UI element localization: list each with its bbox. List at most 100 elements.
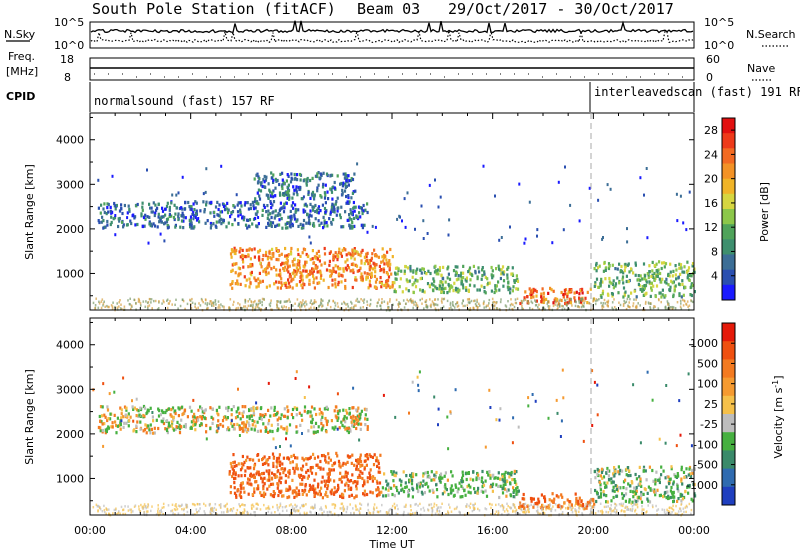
heatmap-cell bbox=[398, 302, 401, 305]
heatmap-cell bbox=[152, 419, 155, 423]
heatmap-cell bbox=[670, 485, 673, 490]
heatmap-cell bbox=[455, 278, 458, 282]
heatmap-cell bbox=[416, 489, 420, 494]
heatmap-cell bbox=[393, 502, 396, 506]
heatmap-cell bbox=[188, 405, 192, 409]
heatmap-cell bbox=[614, 267, 617, 271]
heatmap-cell bbox=[360, 503, 363, 506]
heatmap-cell bbox=[392, 303, 394, 306]
heatmap-cell bbox=[110, 220, 113, 225]
heatmap-cell bbox=[98, 414, 101, 419]
heatmap-cell bbox=[613, 466, 616, 470]
heatmap-cell bbox=[389, 300, 391, 303]
heatmap-cell bbox=[634, 261, 637, 265]
heatmap-cell bbox=[104, 431, 107, 435]
heatmap-cell bbox=[382, 259, 385, 263]
heatmap-cell bbox=[195, 218, 199, 222]
heatmap-cell bbox=[460, 484, 463, 488]
nave-label: Nave bbox=[747, 62, 775, 75]
heatmap-cell bbox=[270, 206, 273, 210]
heatmap-cell bbox=[238, 411, 241, 415]
heatmap-cell bbox=[371, 479, 374, 483]
heatmap-cell bbox=[511, 266, 514, 270]
heatmap-cell bbox=[395, 485, 398, 490]
heatmap-cell bbox=[374, 253, 377, 258]
heatmap-cell bbox=[121, 211, 124, 216]
heatmap-cell bbox=[170, 424, 173, 428]
heatmap-cell bbox=[263, 461, 266, 466]
heatmap-cell bbox=[491, 297, 494, 301]
heatmap-cell bbox=[560, 505, 563, 509]
heatmap-cell bbox=[271, 247, 274, 251]
heatmap-cell bbox=[97, 425, 100, 430]
heatmap-cell bbox=[301, 482, 304, 486]
heatmap-cell bbox=[291, 491, 294, 495]
heatmap-cell bbox=[291, 507, 294, 511]
heatmap-cell bbox=[564, 299, 567, 303]
heatmap-cell bbox=[591, 511, 593, 514]
heatmap-cell bbox=[235, 493, 238, 497]
heatmap-cell bbox=[267, 213, 270, 217]
heatmap-cell bbox=[227, 208, 230, 212]
heatmap-cell bbox=[376, 464, 379, 468]
heatmap-cell bbox=[344, 462, 347, 466]
heatmap-cell bbox=[423, 307, 425, 310]
heatmap-cell bbox=[247, 466, 250, 470]
heatmap-cell bbox=[313, 301, 316, 304]
heatmap-cell bbox=[351, 191, 354, 195]
heatmap-cell bbox=[229, 252, 233, 256]
heatmap-cell bbox=[368, 268, 371, 272]
heatmap-cell bbox=[303, 265, 306, 269]
heatmap-cell bbox=[584, 296, 587, 300]
heatmap-cell bbox=[315, 463, 318, 467]
heatmap-cell bbox=[318, 407, 321, 411]
heatmap-cell bbox=[142, 505, 144, 508]
heatmap-cell bbox=[127, 204, 130, 208]
heatmap-cell bbox=[658, 298, 660, 302]
heatmap-cell bbox=[605, 510, 607, 514]
heatmap-cell bbox=[456, 265, 459, 269]
heatmap-cell bbox=[133, 406, 136, 410]
heatmap-cell bbox=[633, 490, 636, 494]
heatmap-cell bbox=[494, 301, 496, 304]
heatmap-cell bbox=[624, 290, 627, 294]
heatmap-cell bbox=[329, 490, 332, 494]
heatmap-cell bbox=[323, 246, 326, 251]
heatmap-cell bbox=[389, 298, 391, 301]
heatmap-cell bbox=[594, 488, 597, 493]
heatmap-cell bbox=[408, 478, 411, 482]
heatmap-cell bbox=[601, 289, 605, 293]
heatmap-cell bbox=[283, 300, 286, 303]
heatmap-cell bbox=[378, 466, 381, 470]
heatmap-cell bbox=[360, 250, 363, 254]
heatmap-cell bbox=[359, 470, 362, 474]
heatmap-cell bbox=[447, 510, 449, 513]
heatmap-cell bbox=[352, 507, 354, 510]
heatmap-cell bbox=[278, 191, 282, 195]
heatmap-cell bbox=[194, 200, 197, 204]
heatmap-cell bbox=[247, 477, 250, 481]
heatmap-cell bbox=[578, 301, 581, 304]
heatmap-cell bbox=[220, 222, 223, 226]
heatmap-cell bbox=[227, 405, 230, 410]
heatmap-cell bbox=[386, 282, 389, 286]
heatmap-cell bbox=[665, 281, 668, 285]
heatmap-cell bbox=[647, 301, 650, 304]
heatmap-cell bbox=[625, 467, 628, 472]
heatmap-cell bbox=[467, 511, 470, 515]
heatmap-cell bbox=[491, 489, 494, 493]
heatmap-cell bbox=[441, 301, 443, 304]
heatmap-cell bbox=[303, 504, 305, 508]
heatmap-cell bbox=[161, 209, 165, 213]
heatmap-cell bbox=[280, 184, 284, 188]
heatmap-cell bbox=[301, 468, 304, 472]
heatmap-cell bbox=[343, 475, 346, 479]
heatmap-cell bbox=[689, 293, 692, 297]
heatmap-cell bbox=[347, 194, 350, 198]
heatmap-cell bbox=[143, 224, 146, 228]
heatmap-cell bbox=[435, 504, 438, 507]
heatmap-cell bbox=[355, 264, 359, 268]
heatmap-cell bbox=[404, 481, 407, 485]
colorbar-swatch bbox=[722, 163, 735, 180]
heatmap-cell bbox=[259, 307, 261, 311]
